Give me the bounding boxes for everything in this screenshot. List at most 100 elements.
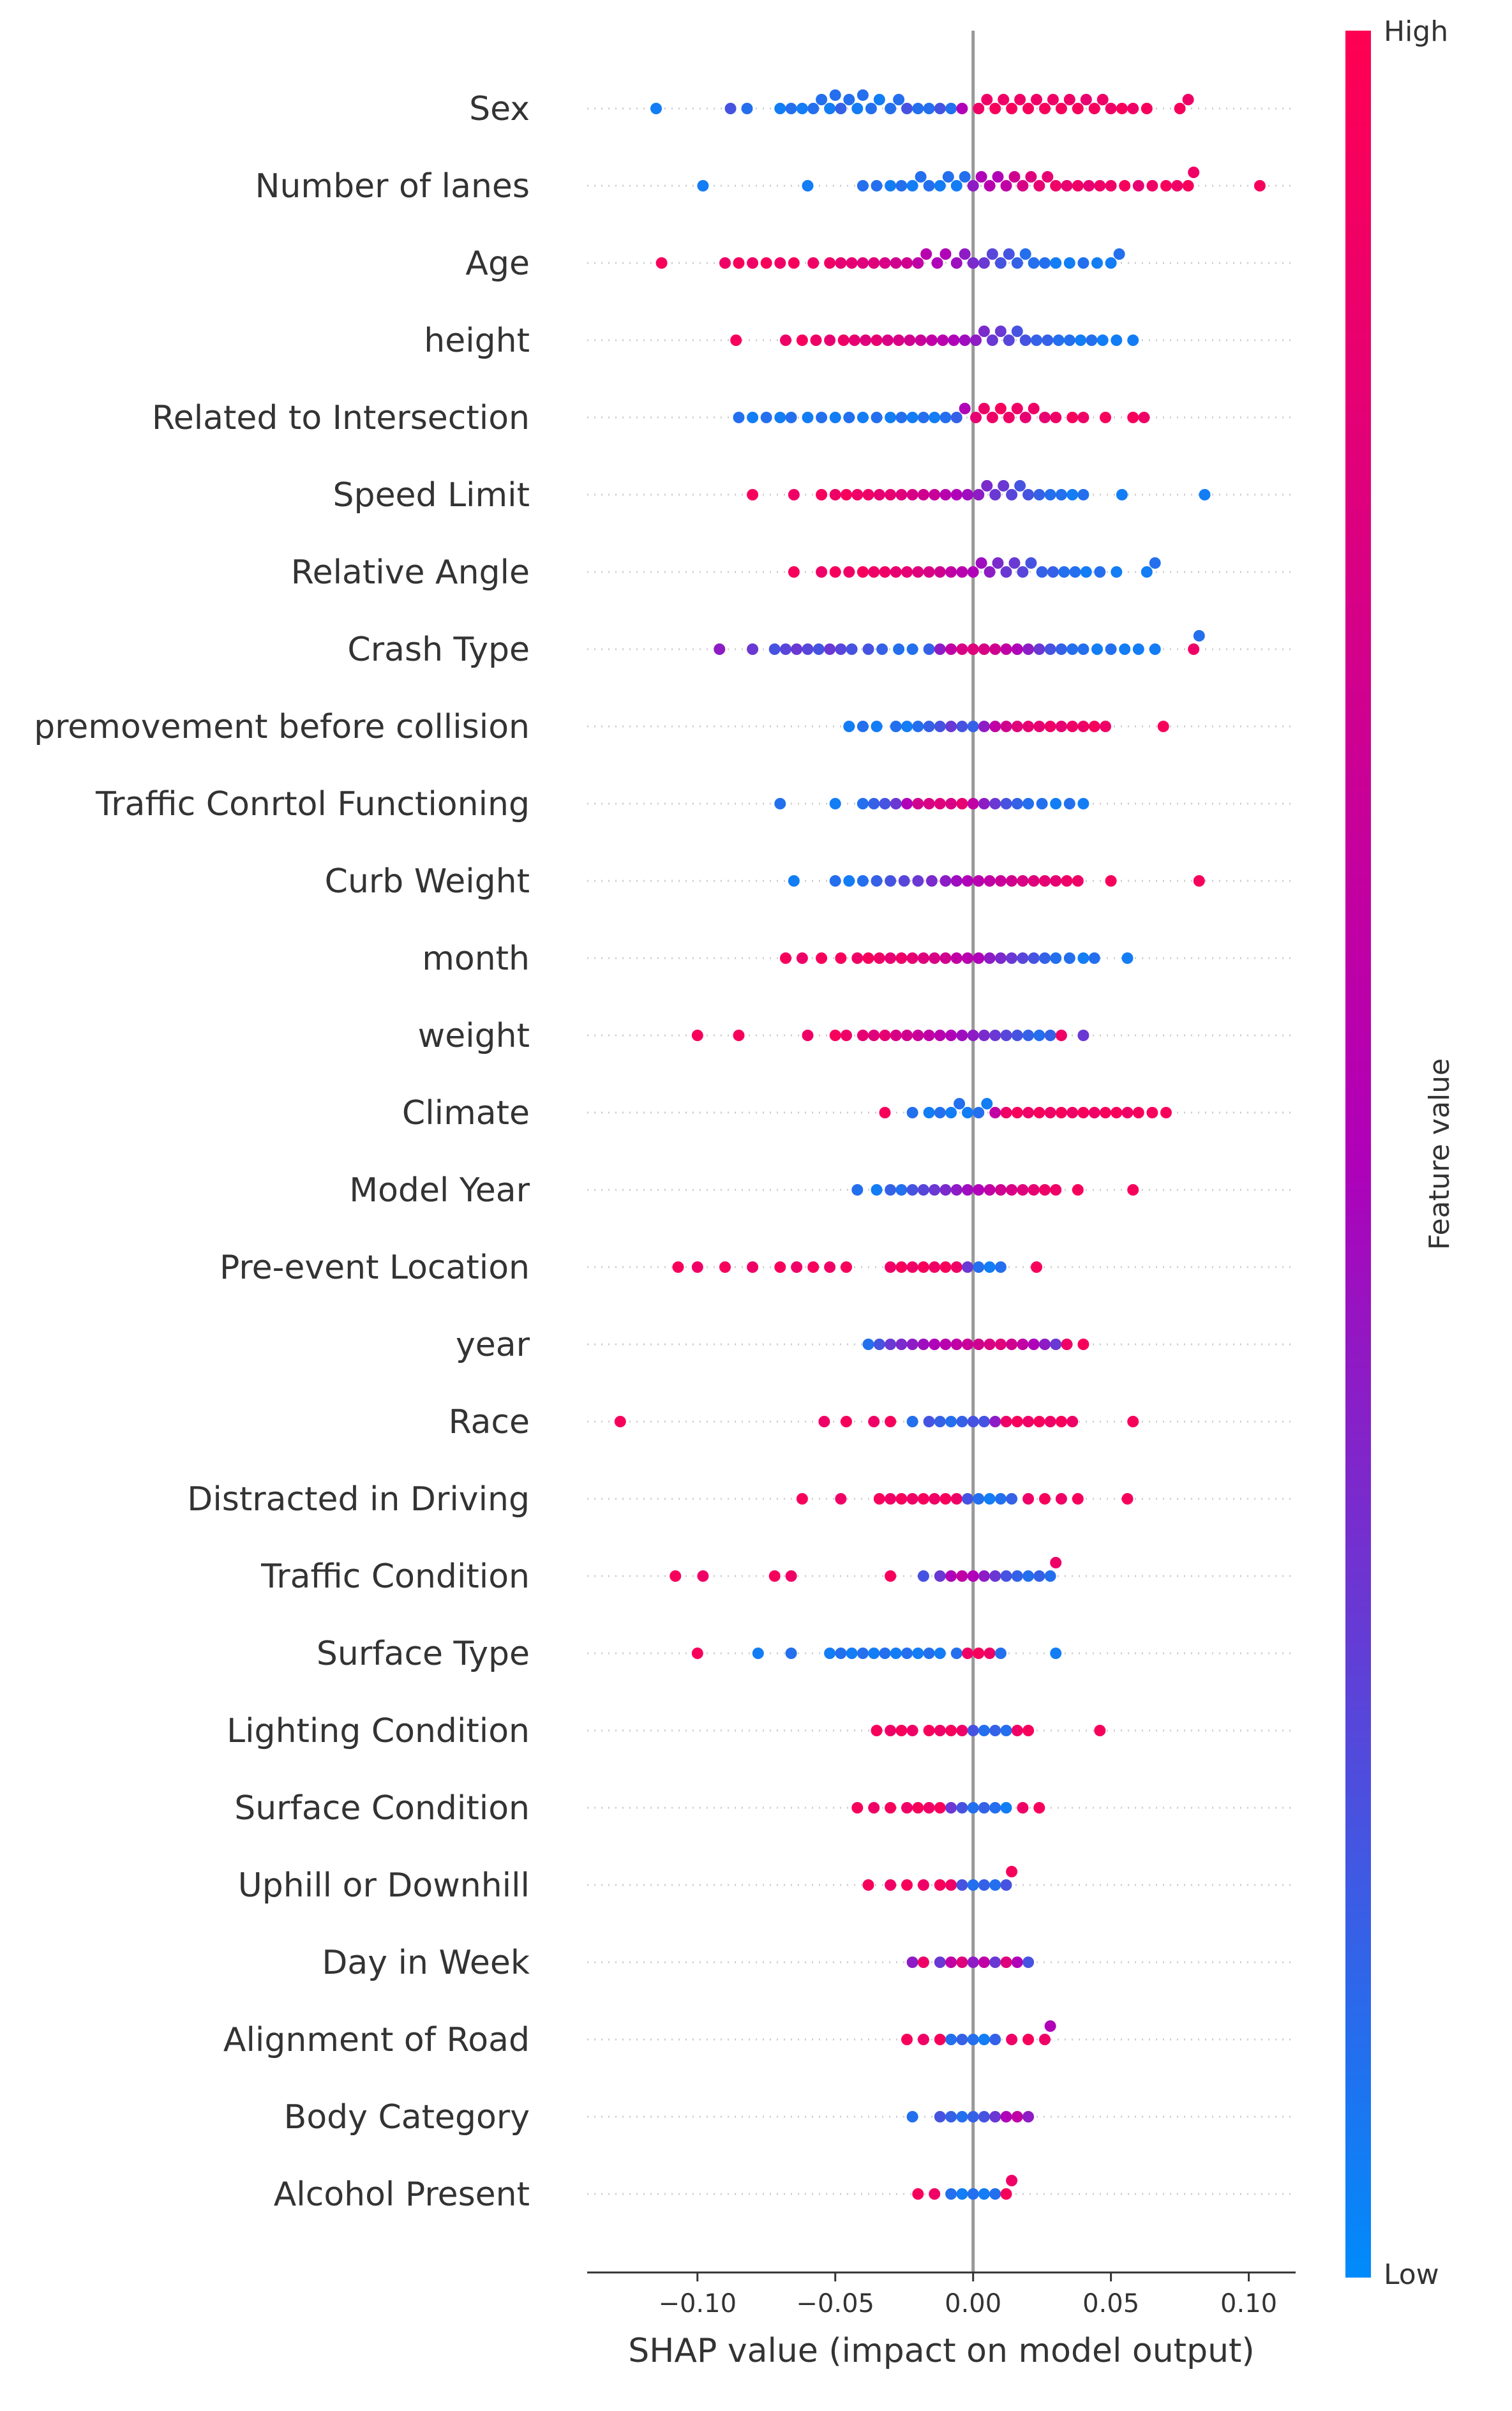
shap-point — [1014, 94, 1026, 105]
shap-point — [862, 489, 874, 500]
shap-point — [917, 1261, 929, 1273]
feature-label: premovement before collision — [34, 708, 530, 746]
shap-point — [1000, 1030, 1012, 1041]
shap-point — [824, 643, 836, 655]
shap-point — [871, 875, 883, 887]
shap-point — [1022, 2111, 1035, 2122]
shap-point — [1055, 721, 1067, 732]
shap-point — [945, 2188, 957, 2200]
shap-point — [912, 1030, 924, 1041]
shap-point — [1077, 721, 1089, 732]
shap-point — [843, 875, 855, 887]
shap-point — [1044, 1030, 1056, 1041]
colorbar-high-label: High — [1384, 15, 1448, 48]
shap-point — [1022, 1030, 1035, 1041]
shap-point — [1011, 2111, 1023, 2122]
feature-label: Alignment of Road — [223, 2021, 530, 2059]
shap-point — [1044, 489, 1056, 500]
feature-label: Model Year — [349, 1171, 530, 1210]
shap-point — [1022, 2034, 1035, 2045]
shap-point — [934, 721, 946, 732]
shap-point — [1003, 412, 1015, 423]
shap-point — [978, 403, 990, 414]
shap-point — [989, 1570, 1001, 1582]
shap-point — [998, 480, 1010, 492]
shap-point — [962, 952, 973, 964]
shap-point — [1000, 1570, 1012, 1582]
shap-point — [824, 1261, 836, 1273]
shap-point — [1254, 180, 1266, 192]
shap-point — [868, 798, 880, 809]
shap-point — [945, 643, 957, 655]
shap-point — [1006, 1493, 1018, 1505]
shap-point — [934, 2111, 946, 2122]
shap-point — [1039, 1339, 1051, 1350]
shap-point — [945, 1570, 957, 1582]
shap-point — [1055, 643, 1067, 655]
shap-point — [1011, 1107, 1023, 1118]
shap-point — [970, 334, 982, 346]
shap-point — [871, 1725, 883, 1736]
shap-point — [989, 643, 1001, 655]
shap-point — [1006, 875, 1018, 887]
x-axis: −0.10 −0.05 0.00 0.05 0.10 — [587, 2271, 1296, 2318]
shap-point — [1105, 103, 1117, 114]
feature-label: Day in Week — [322, 1944, 530, 1982]
shap-point — [1067, 1107, 1079, 1118]
shap-point — [1097, 94, 1109, 105]
feature-label: Body Category — [284, 2098, 530, 2137]
shap-point — [989, 2188, 1001, 2200]
shap-point — [1028, 875, 1040, 887]
shap-point — [835, 1493, 847, 1505]
shap-point — [843, 412, 855, 423]
shap-point — [912, 1802, 924, 1814]
shap-point — [978, 257, 990, 269]
shap-point — [1088, 721, 1100, 732]
shap-point — [956, 2034, 968, 2045]
feature-label: Climate — [402, 1094, 530, 1132]
shap-point — [967, 1030, 979, 1041]
shap-point — [994, 1648, 1007, 1659]
shap-point — [1006, 489, 1018, 500]
shap-point — [1146, 180, 1158, 192]
shap-point — [912, 721, 924, 732]
shap-point — [994, 1339, 1007, 1350]
shap-point — [945, 2034, 957, 2045]
shap-point — [1039, 257, 1051, 269]
shap-point — [1193, 630, 1205, 642]
shap-point — [719, 257, 731, 269]
shap-point — [733, 257, 745, 269]
shap-point — [945, 103, 957, 114]
shap-point — [906, 1261, 918, 1273]
shap-point — [846, 257, 858, 269]
shap-point — [1022, 798, 1035, 809]
shap-point — [1094, 1725, 1106, 1736]
shap-point — [857, 798, 869, 809]
shap-point — [984, 952, 996, 964]
shap-point — [1097, 334, 1109, 346]
shap-point — [906, 952, 918, 964]
shap-point — [885, 1261, 897, 1273]
shap-point — [992, 557, 1004, 569]
shap-point — [851, 952, 864, 964]
shap-point — [954, 1098, 966, 1109]
shap-point — [824, 334, 836, 346]
shap-point — [895, 1493, 908, 1505]
shap-point — [1091, 643, 1103, 655]
shap-point — [802, 1030, 814, 1041]
shap-point — [920, 248, 932, 260]
shap-point — [973, 952, 985, 964]
shap-point — [989, 2111, 1001, 2122]
shap-point — [1063, 952, 1075, 964]
shap-point — [1006, 1866, 1018, 1877]
shap-point — [901, 103, 913, 114]
shap-point — [1182, 94, 1194, 105]
shap-point — [906, 1725, 918, 1736]
shap-point — [691, 1648, 703, 1659]
shap-point — [785, 1648, 797, 1659]
shap-point — [873, 1493, 885, 1505]
shap-point — [791, 1261, 803, 1273]
feature-label: Alcohol Present — [274, 2175, 530, 2214]
shap-point — [862, 1339, 874, 1350]
shap-point — [841, 1261, 852, 1273]
